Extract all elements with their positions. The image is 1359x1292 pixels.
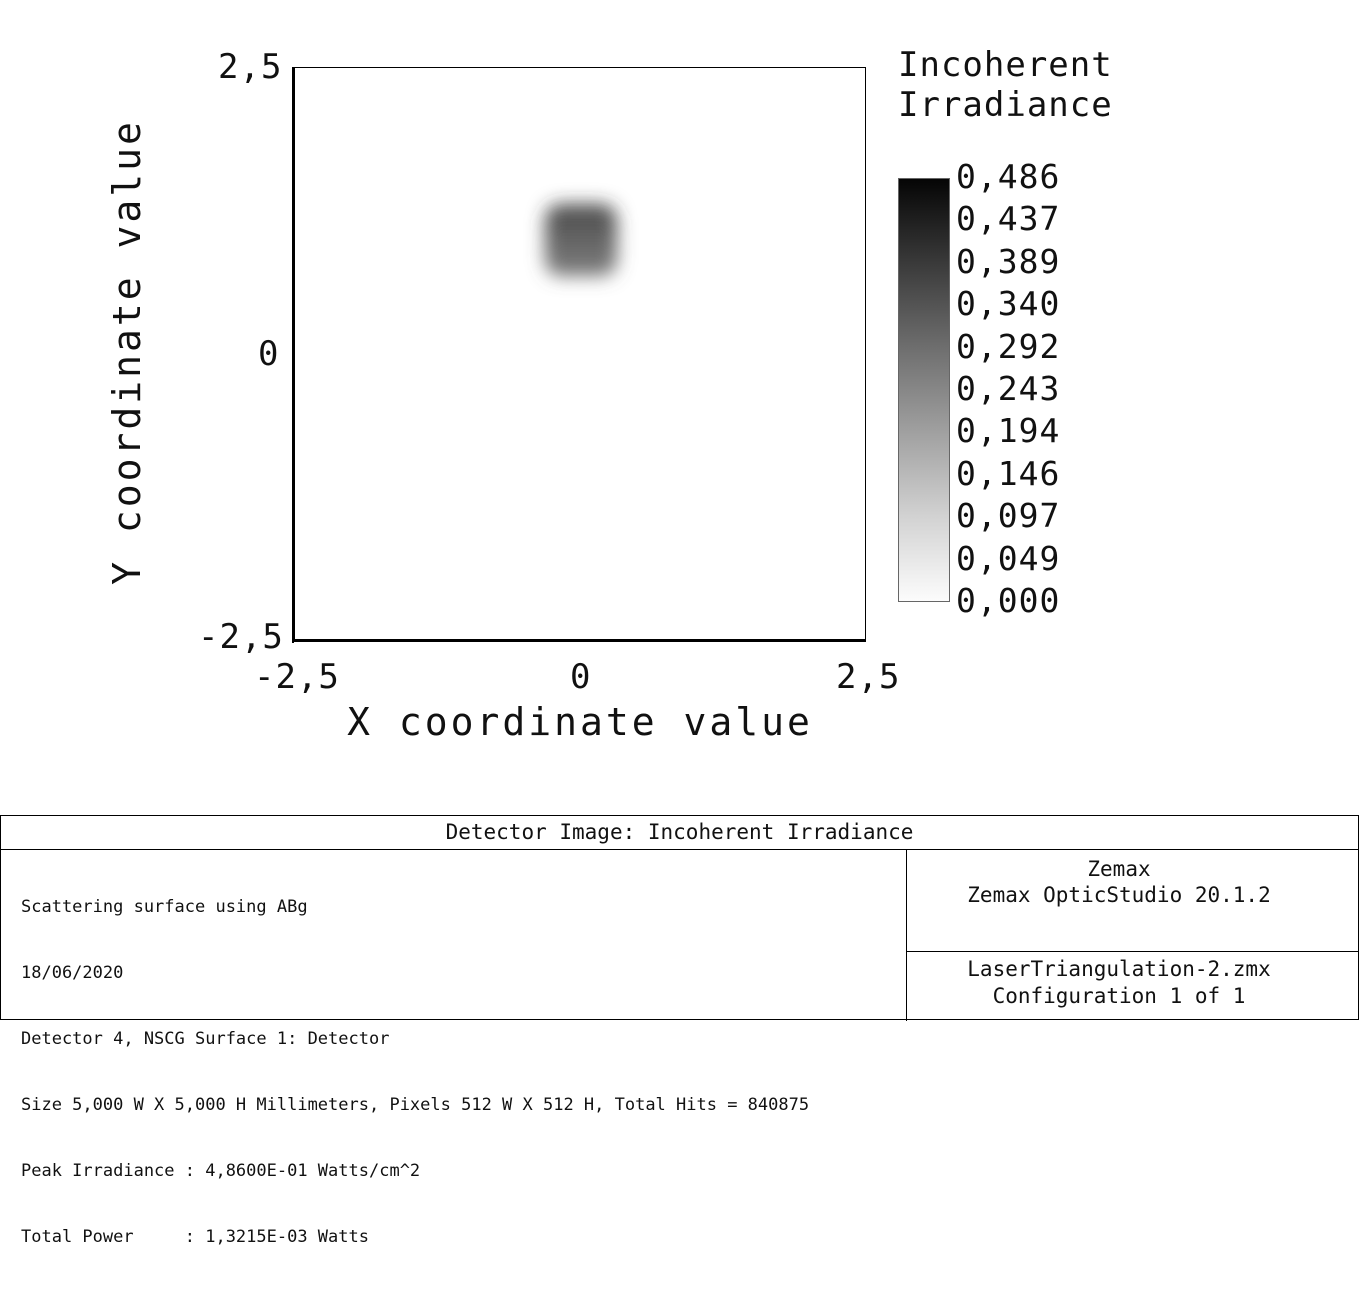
colorbar-tick-label: 0,437 bbox=[956, 199, 1061, 239]
info-line: Peak Irradiance : 4,8600E-01 Watts/cm^2 bbox=[21, 1161, 421, 1181]
colorbar-tick-label: 0,000 bbox=[956, 581, 1061, 620]
software-name: Zemax bbox=[1087, 857, 1151, 881]
info-divider bbox=[906, 951, 1359, 952]
legend-title-line1: Incoherent bbox=[898, 45, 1113, 85]
x-axis-title: X coordinate value bbox=[347, 700, 813, 744]
x-tick-label-left: -2,5 bbox=[254, 657, 340, 697]
colorbar bbox=[898, 178, 950, 602]
info-line: Detector 4, NSCG Surface 1: Detector bbox=[21, 1029, 390, 1049]
legend-title-line2: Irradiance bbox=[898, 85, 1113, 125]
x-tick-label-right: 2,5 bbox=[836, 657, 901, 697]
irradiance-spot-rect bbox=[544, 204, 618, 277]
info-line: 18/06/2020 bbox=[21, 963, 124, 983]
colorbar-tick-label: 0,340 bbox=[956, 284, 1061, 324]
colorbar-tick-label: 0,292 bbox=[956, 326, 1061, 366]
colorbar-tick-label: 0,049 bbox=[956, 538, 1061, 578]
software-version: Zemax OpticStudio 20.1.2 bbox=[967, 883, 1271, 907]
colorbar-tick-label: 0,194 bbox=[956, 411, 1061, 451]
y-tick-label-mid: 0 bbox=[258, 334, 280, 374]
info-line: Size 5,000 W X 5,000 H Millimeters, Pixe… bbox=[21, 1095, 810, 1115]
y-tick-label-bottom: -2,5 bbox=[198, 617, 284, 657]
info-panel: Detector Image: Incoherent Irradiance Sc… bbox=[0, 815, 1359, 1247]
colorbar-tick-label: 0,389 bbox=[956, 241, 1061, 281]
info-header: Detector Image: Incoherent Irradiance bbox=[1, 816, 1358, 850]
colorbar-tick-label: 0,486 bbox=[956, 157, 1061, 196]
software-info: Zemax Zemax OpticStudio 20.1.2 bbox=[907, 856, 1331, 908]
colorbar-tick-label: 0,146 bbox=[956, 453, 1061, 493]
info-line: Total Power : 1,3215E-03 Watts bbox=[21, 1227, 369, 1247]
configuration: Configuration 1 of 1 bbox=[992, 984, 1246, 1008]
plot-area bbox=[294, 67, 866, 641]
x-axis-line bbox=[292, 639, 866, 642]
info-divider bbox=[906, 850, 907, 1021]
y-axis-line bbox=[292, 67, 294, 643]
colorbar-tick-label: 0,243 bbox=[956, 369, 1061, 408]
file-info: LaserTriangulation-2.zmx Configuration 1… bbox=[907, 956, 1331, 1010]
x-tick-label-mid: 0 bbox=[570, 657, 592, 697]
y-axis-title: Y coordinate value bbox=[105, 119, 149, 585]
file-name: LaserTriangulation-2.zmx bbox=[967, 957, 1271, 981]
heatmap-canvas bbox=[544, 204, 618, 277]
info-line: Scattering surface using ABg bbox=[21, 897, 308, 917]
y-tick-label-top: 2,5 bbox=[218, 47, 283, 87]
colorbar-tick-label: 0,097 bbox=[956, 496, 1061, 536]
irradiance-spot bbox=[544, 204, 618, 277]
info-details: Scattering surface using ABg 18/06/2020 … bbox=[21, 852, 809, 1292]
